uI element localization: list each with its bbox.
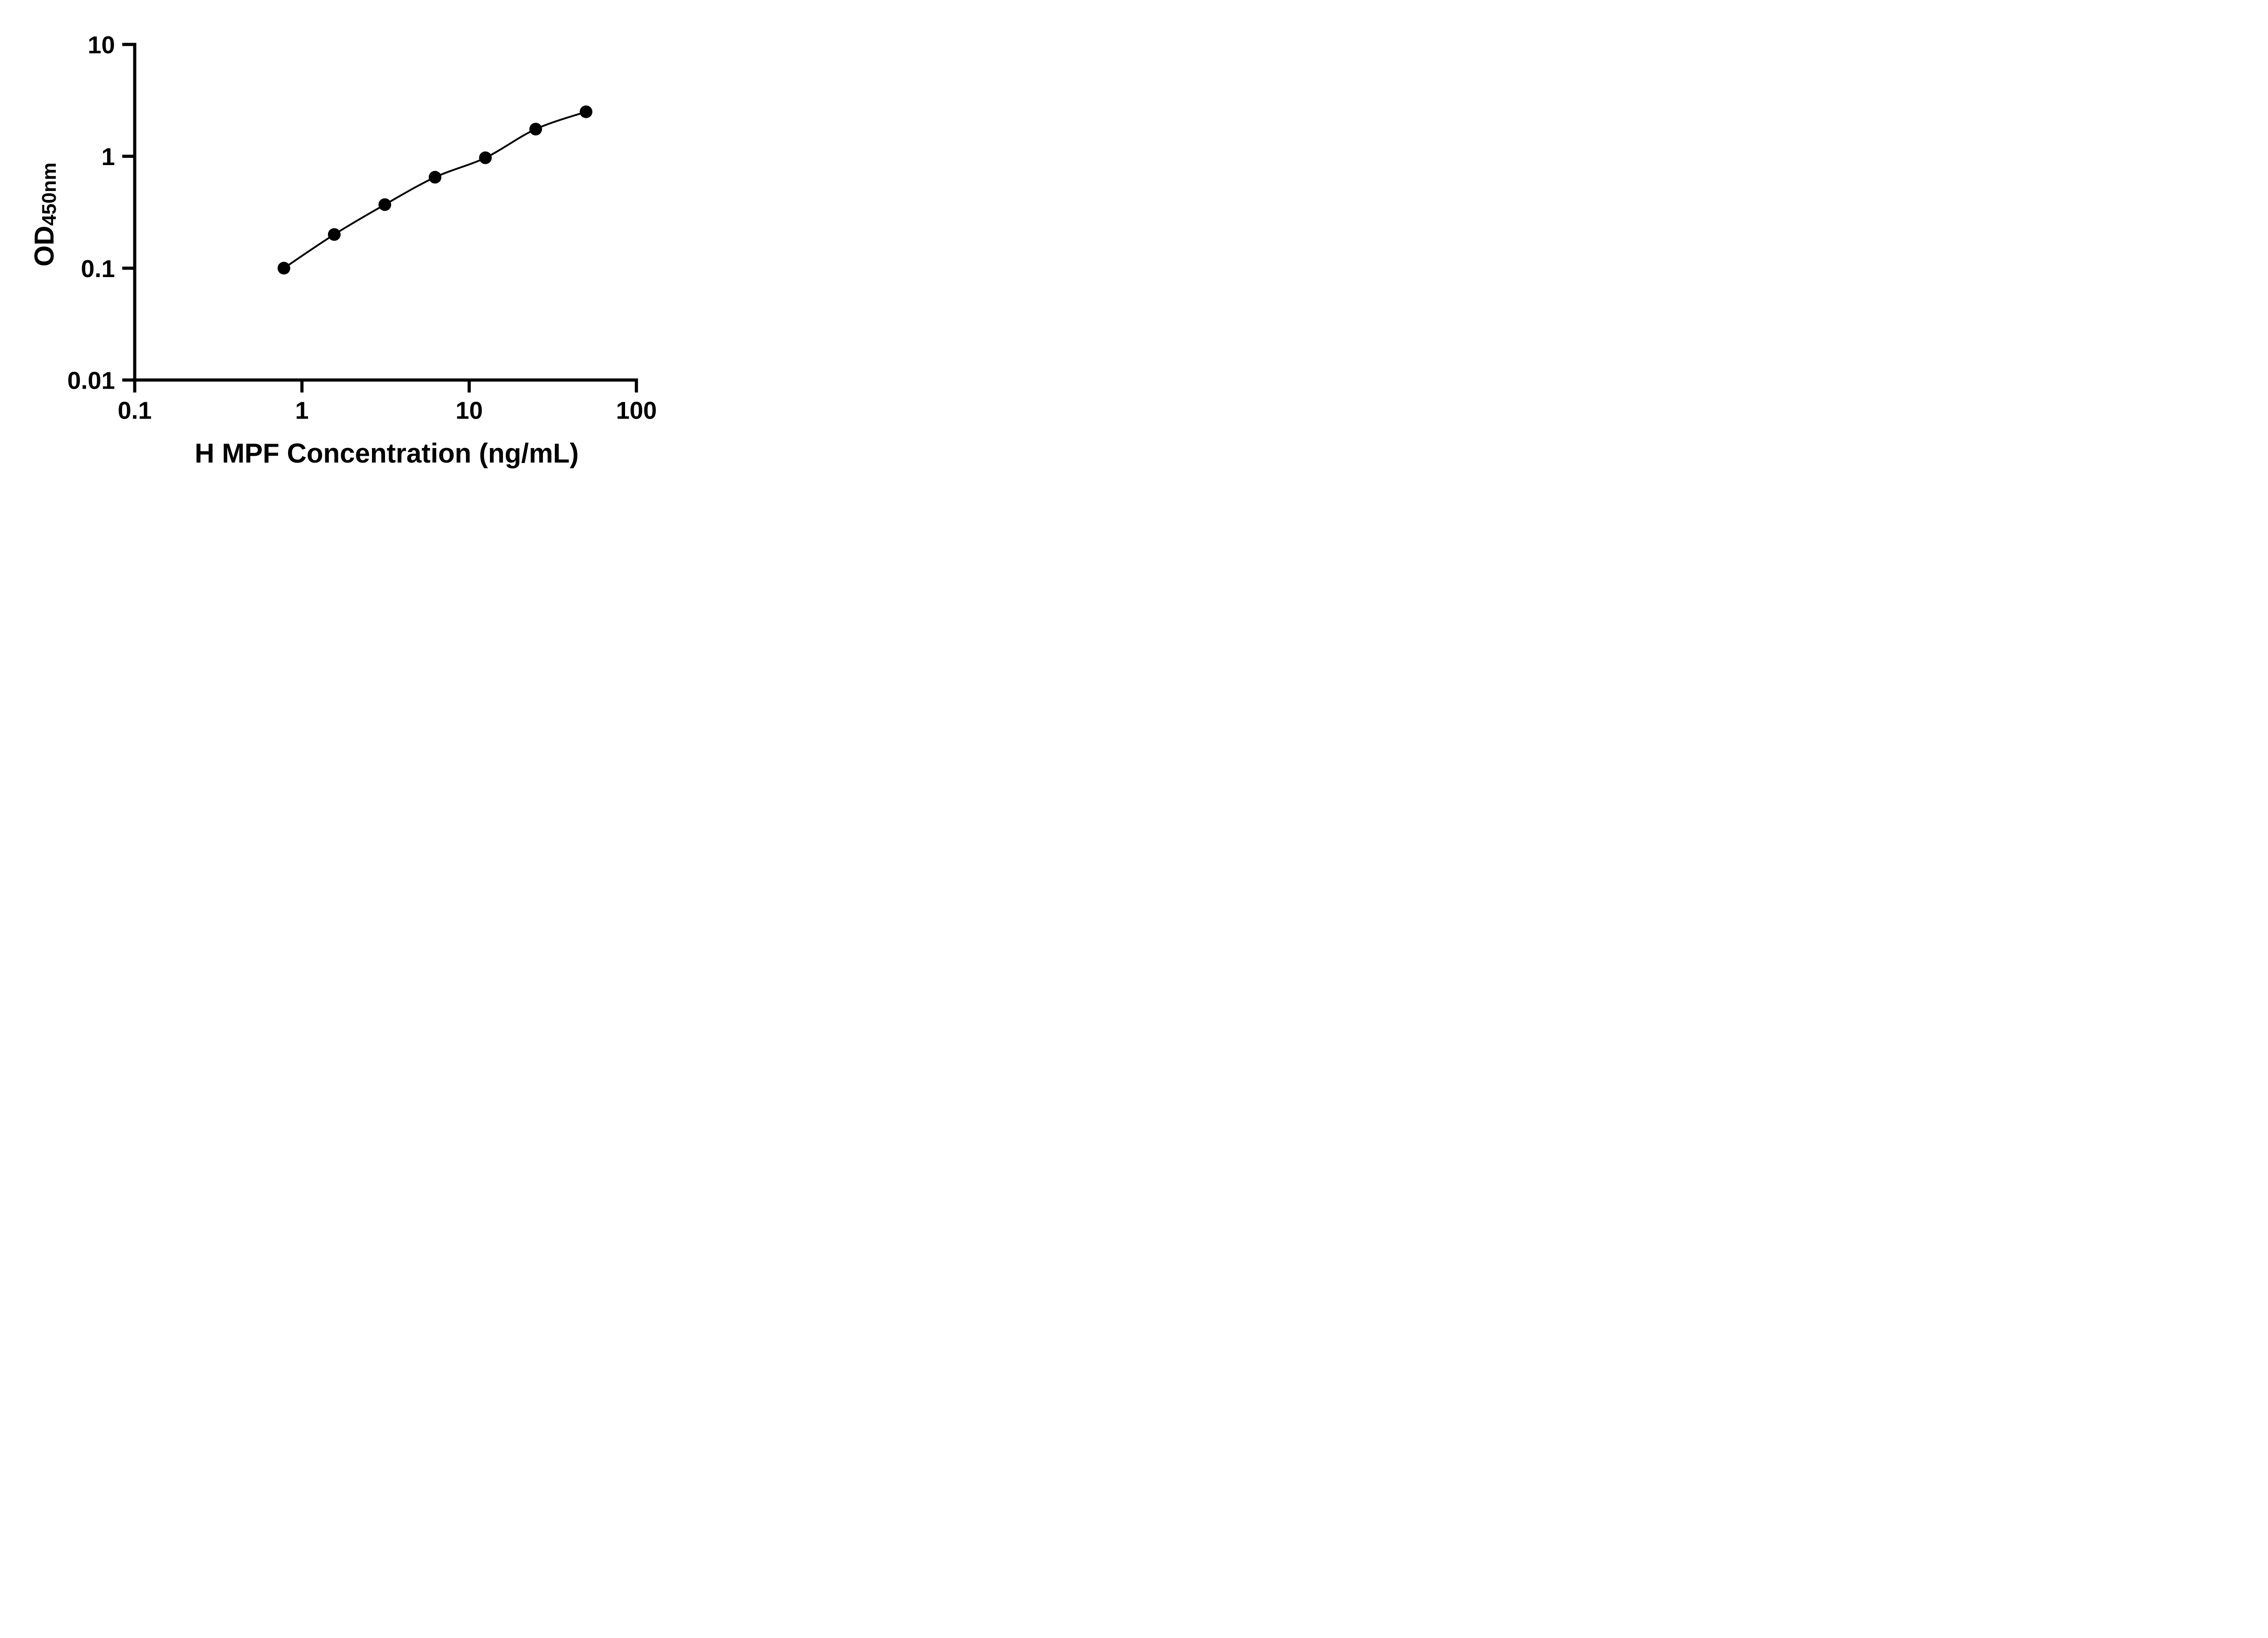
curve-line [283,111,587,269]
y-tick-label: 0.1 [81,255,115,283]
y-tick-label: 0.01 [67,367,115,394]
x-tick-label: 1 [295,397,309,424]
y-axis-title-subscript: 450nm [38,162,60,226]
data-point [529,122,542,136]
x-axis-title: H MPF Concentration (ng/mL) [195,438,579,468]
data-point [277,262,290,275]
data-point [378,198,391,211]
y-axis-title: OD 450nm [24,101,64,328]
y-tick-label: 1 [101,143,115,171]
data-point [327,228,341,241]
data-point [429,171,442,184]
x-tick-label: 0.1 [117,397,152,424]
x-tick-label: 10 [455,397,483,424]
data-point [479,151,492,164]
y-tick-label: 10 [88,31,115,58]
standard-curve-chart: 0.01 0.1 1 10 0.1 1 10 100 OD 450nm H MPF Concen… [0,0,699,491]
data-point [580,105,592,118]
x-tick-label: 100 [616,397,657,424]
y-axis-title-main: OD [29,225,59,267]
